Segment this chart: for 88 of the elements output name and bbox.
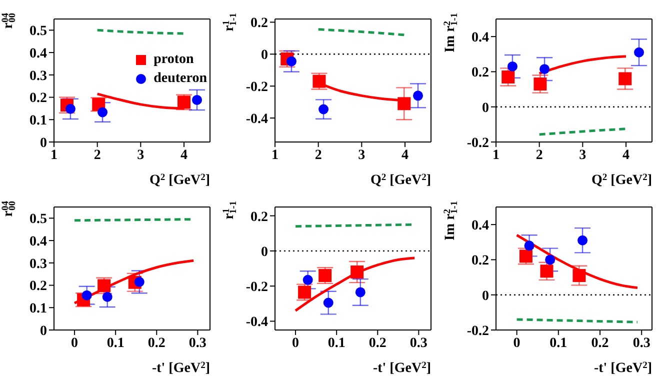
point bbox=[534, 78, 547, 91]
point bbox=[540, 64, 550, 74]
x-tick-label: 3 bbox=[137, 148, 144, 163]
x-tick-label: 0.3 bbox=[410, 336, 428, 351]
point bbox=[540, 264, 554, 278]
point bbox=[355, 287, 366, 298]
y-tick-label: 0.4 bbox=[472, 30, 489, 46]
x-tick-label: 0.3 bbox=[632, 336, 650, 351]
line-series bbox=[516, 234, 639, 290]
x-tick-label: 0.2 bbox=[148, 336, 166, 351]
y-tick-label: 0 bbox=[40, 324, 47, 339]
point bbox=[286, 56, 296, 66]
point bbox=[545, 254, 556, 265]
point bbox=[98, 107, 108, 118]
point bbox=[572, 269, 586, 282]
x-axis-title: Q$^{2}$ [GeV$^{2}$] bbox=[150, 172, 210, 188]
y-tick-label: -0.4 bbox=[246, 112, 268, 128]
y-tick-label: 0 bbox=[482, 100, 489, 116]
y-tick-label: 0.2 bbox=[30, 279, 47, 294]
point bbox=[350, 266, 364, 279]
y-tick-label: 0.2 bbox=[472, 66, 489, 81]
y-tick-label: -0.2 bbox=[246, 280, 268, 296]
point bbox=[102, 292, 112, 302]
point bbox=[524, 240, 534, 251]
point bbox=[413, 90, 423, 101]
point bbox=[318, 104, 329, 114]
point bbox=[618, 72, 632, 86]
y-tick-label: -0.2 bbox=[466, 136, 489, 151]
line-series bbox=[73, 259, 195, 304]
x-tick-label: 4 bbox=[402, 148, 408, 163]
y-tick-label: 0 bbox=[261, 244, 268, 260]
y-tick-label: 0 bbox=[261, 48, 268, 64]
x-tick-label: 2 bbox=[536, 148, 543, 163]
point bbox=[507, 61, 518, 72]
y-tick-label: -0.2 bbox=[246, 80, 268, 96]
y-tick-label: 0.2 bbox=[250, 16, 268, 32]
x-axis-title: Q$^{2}$ [GeV$^{2}$] bbox=[592, 172, 652, 188]
x-axis-title: -t' [GeV$^{2}$] bbox=[594, 360, 652, 376]
point bbox=[65, 104, 76, 114]
x-tick-label: 2 bbox=[314, 148, 322, 163]
y-tick-label: 0.2 bbox=[250, 210, 268, 225]
x-axis-title: -t' [GeV$^{2}$] bbox=[372, 360, 431, 376]
x-axis-title: Q$^{2}$ [GeV$^{2}$] bbox=[370, 172, 431, 188]
x-tick-label: 3 bbox=[579, 148, 586, 163]
x-tick-label: 2 bbox=[94, 148, 101, 163]
point bbox=[634, 47, 644, 58]
y-tick-label: 0 bbox=[40, 136, 47, 151]
x-tick-label: 0 bbox=[71, 336, 78, 351]
point bbox=[578, 235, 588, 246]
x-tick-label: 1 bbox=[50, 148, 58, 163]
x-tick-label: 3 bbox=[358, 148, 366, 163]
x-tick-label: 0.2 bbox=[591, 336, 609, 351]
point bbox=[302, 274, 313, 285]
point bbox=[192, 94, 202, 105]
y-tick-label: 0.5 bbox=[30, 24, 47, 40]
x-tick-label: 0.1 bbox=[106, 336, 124, 351]
y-tick-label: 0.3 bbox=[30, 256, 47, 272]
legend-label: deuteron bbox=[152, 70, 207, 88]
x-tick-label: 0 bbox=[292, 336, 300, 351]
x-tick-label: 1 bbox=[272, 148, 278, 163]
x-tick-label: 0.3 bbox=[188, 336, 206, 351]
point bbox=[502, 70, 515, 84]
x-tick-label: 0.1 bbox=[550, 336, 568, 351]
x-tick-label: 0 bbox=[513, 336, 520, 351]
x-axis-title: -t' [GeV$^{2}$] bbox=[152, 360, 210, 376]
y-tick-label: 0.1 bbox=[30, 114, 47, 129]
point bbox=[134, 276, 144, 287]
y-tick-label: 0.2 bbox=[472, 254, 489, 269]
y-tick-label: 0.3 bbox=[30, 68, 47, 84]
y-tick-label: -0.4 bbox=[246, 315, 268, 330]
y-tick-label: 0.4 bbox=[472, 218, 489, 234]
x-tick-label: 0.1 bbox=[328, 336, 346, 351]
line-series bbox=[294, 256, 416, 312]
point bbox=[323, 298, 334, 308]
y-tick-label: -0.2 bbox=[466, 324, 489, 339]
x-tick-label: 1 bbox=[492, 148, 500, 163]
y-tick-label: 0.4 bbox=[30, 46, 47, 62]
y-tick-label: 0.4 bbox=[30, 234, 47, 250]
y-tick-label: 0.1 bbox=[30, 302, 47, 317]
x-tick-label: 0.2 bbox=[368, 336, 386, 351]
legend-label: proton bbox=[152, 51, 195, 69]
x-tick-label: 4 bbox=[180, 148, 188, 163]
y-tick-label: 0 bbox=[482, 288, 489, 304]
point bbox=[82, 290, 92, 300]
point bbox=[398, 97, 411, 110]
x-tick-label: 4 bbox=[622, 148, 630, 163]
y-tick-label: 0.2 bbox=[30, 91, 47, 106]
y-tick-label: 0.5 bbox=[30, 212, 47, 228]
